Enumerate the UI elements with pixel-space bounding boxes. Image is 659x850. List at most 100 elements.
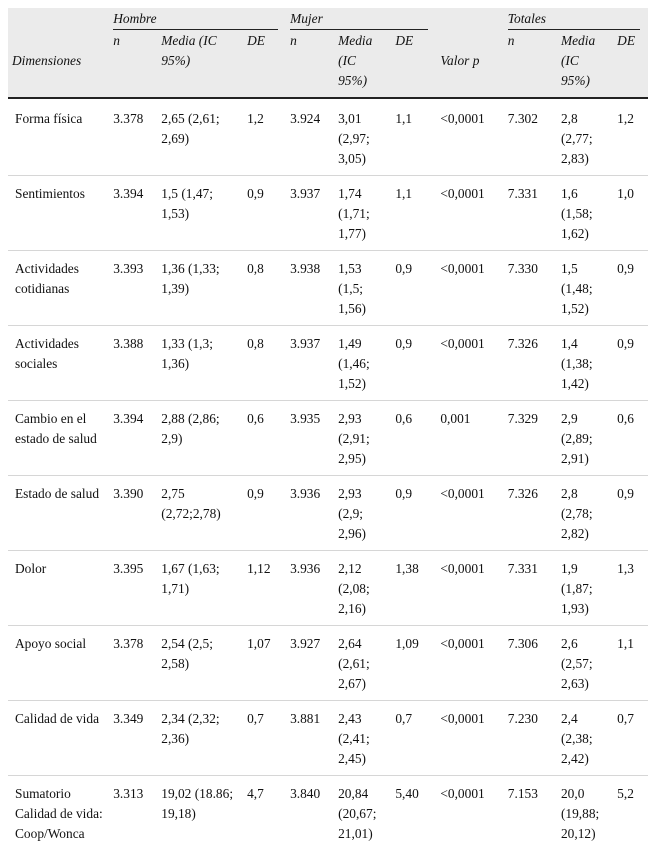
cell-totales-media: 1,9 (1,87; 1,93)	[557, 551, 613, 626]
cell-mujer-de: 0,7	[391, 701, 436, 776]
cell-totales-media: 1,4 (1,38; 1,42)	[557, 326, 613, 401]
cell-totales-media: 1,6 (1,58; 1,62)	[557, 176, 613, 251]
cell-dimension: Dolor	[8, 551, 109, 626]
cell-mujer-n: 3.936	[286, 476, 334, 551]
group-hombre-label: Hombre	[113, 9, 278, 30]
header-empty-cell	[436, 8, 503, 31]
header-group-row: Hombre Mujer Totales	[8, 8, 648, 31]
cell-totales-media: 2,6 (2,57; 2,63)	[557, 626, 613, 701]
cell-totales-n: 7.326	[504, 476, 557, 551]
cell-hombre-n: 3.394	[109, 176, 157, 251]
cell-mujer-media: 2,43 (2,41; 2,45)	[334, 701, 391, 776]
cell-mujer-media: 1,53 (1,5; 1,56)	[334, 251, 391, 326]
cell-mujer-de: 1,38	[391, 551, 436, 626]
cell-mujer-de: 5,40	[391, 776, 436, 850]
cell-mujer-n: 3.936	[286, 551, 334, 626]
cell-hombre-n: 3.388	[109, 326, 157, 401]
cell-totales-media: 20,0 (19,88; 20,12)	[557, 776, 613, 850]
results-table-container: Hombre Mujer Totales Dimensiones n Media…	[8, 8, 648, 850]
cell-valor-p: <0,0001	[436, 176, 503, 251]
cell-valor-p: <0,0001	[436, 626, 503, 701]
header-column-row: Dimensiones n Media (IC 95%) DE n Media …	[8, 31, 648, 98]
cell-totales-n: 7.153	[504, 776, 557, 850]
col-dimensiones: Dimensiones	[8, 31, 109, 98]
cell-totales-de: 1,3	[613, 551, 648, 626]
cell-mujer-media: 1,49 (1,46; 1,52)	[334, 326, 391, 401]
cell-mujer-n: 3.937	[286, 326, 334, 401]
cell-hombre-de: 1,12	[243, 551, 286, 626]
col-totales-de: DE	[613, 31, 648, 98]
col-totales-n: n	[504, 31, 557, 98]
cell-mujer-media: 2,12 (2,08; 2,16)	[334, 551, 391, 626]
col-hombre-n: n	[109, 31, 157, 98]
cell-valor-p: <0,0001	[436, 551, 503, 626]
cell-mujer-media: 2,93 (2,91; 2,95)	[334, 401, 391, 476]
cell-hombre-media: 19,02 (18.86; 19,18)	[157, 776, 243, 850]
cell-valor-p: <0,0001	[436, 98, 503, 176]
cell-totales-media: 2,8 (2,78; 2,82)	[557, 476, 613, 551]
cell-mujer-de: 1,09	[391, 626, 436, 701]
cell-hombre-de: 0,6	[243, 401, 286, 476]
cell-valor-p: <0,0001	[436, 251, 503, 326]
cell-mujer-n: 3.937	[286, 176, 334, 251]
cell-totales-de: 0,7	[613, 701, 648, 776]
cell-mujer-media: 2,64 (2,61; 2,67)	[334, 626, 391, 701]
cell-totales-n: 7.331	[504, 176, 557, 251]
cell-hombre-n: 3.395	[109, 551, 157, 626]
cell-mujer-media: 3,01 (2,97; 3,05)	[334, 98, 391, 176]
cell-mujer-media: 20,84 (20,67; 21,01)	[334, 776, 391, 850]
cell-mujer-de: 1,1	[391, 176, 436, 251]
cell-hombre-de: 0,9	[243, 176, 286, 251]
group-mujer: Mujer	[286, 8, 436, 31]
cell-mujer-n: 3.840	[286, 776, 334, 850]
cell-totales-media: 2,4 (2,38; 2,42)	[557, 701, 613, 776]
cell-mujer-de: 1,1	[391, 98, 436, 176]
cell-hombre-de: 0,8	[243, 251, 286, 326]
cell-hombre-n: 3.378	[109, 626, 157, 701]
cell-totales-de: 0,9	[613, 476, 648, 551]
group-totales: Totales	[504, 8, 648, 31]
cell-hombre-media: 2,75 (2,72;2,78)	[157, 476, 243, 551]
cell-hombre-n: 3.394	[109, 401, 157, 476]
cell-hombre-de: 4,7	[243, 776, 286, 850]
cell-hombre-n: 3.393	[109, 251, 157, 326]
col-mujer-media: Media (IC 95%)	[334, 31, 391, 98]
cell-totales-de: 1,1	[613, 626, 648, 701]
cell-hombre-n: 3.349	[109, 701, 157, 776]
cell-dimension: Sentimientos	[8, 176, 109, 251]
cell-totales-de: 1,2	[613, 98, 648, 176]
cell-hombre-de: 1,2	[243, 98, 286, 176]
cell-hombre-n: 3.378	[109, 98, 157, 176]
cell-mujer-de: 0,9	[391, 326, 436, 401]
cell-totales-de: 0,9	[613, 326, 648, 401]
cell-totales-de: 1,0	[613, 176, 648, 251]
cell-mujer-n: 3.927	[286, 626, 334, 701]
cell-hombre-de: 0,7	[243, 701, 286, 776]
cell-valor-p: <0,0001	[436, 701, 503, 776]
cell-dimension: Estado de salud	[8, 476, 109, 551]
cell-valor-p: <0,0001	[436, 776, 503, 850]
cell-totales-n: 7.326	[504, 326, 557, 401]
cell-totales-n: 7.306	[504, 626, 557, 701]
cell-dimension: Actividades cotidianas	[8, 251, 109, 326]
cell-mujer-de: 0,9	[391, 476, 436, 551]
cell-hombre-n: 3.390	[109, 476, 157, 551]
cell-valor-p: <0,0001	[436, 326, 503, 401]
col-mujer-de: DE	[391, 31, 436, 98]
cell-hombre-de: 1,07	[243, 626, 286, 701]
table-header: Hombre Mujer Totales Dimensiones n Media…	[8, 8, 648, 98]
cell-dimension: Cambio en el estado de salud	[8, 401, 109, 476]
cell-mujer-media: 2,93 (2,9; 2,96)	[334, 476, 391, 551]
cell-hombre-de: 0,8	[243, 326, 286, 401]
cell-hombre-media: 2,88 (2,86; 2,9)	[157, 401, 243, 476]
group-totales-label: Totales	[508, 9, 640, 30]
cell-mujer-n: 3.938	[286, 251, 334, 326]
cell-hombre-media: 1,33 (1,3; 1,36)	[157, 326, 243, 401]
col-totales-media: Media (IC 95%)	[557, 31, 613, 98]
cell-totales-media: 2,9 (2,89; 2,91)	[557, 401, 613, 476]
